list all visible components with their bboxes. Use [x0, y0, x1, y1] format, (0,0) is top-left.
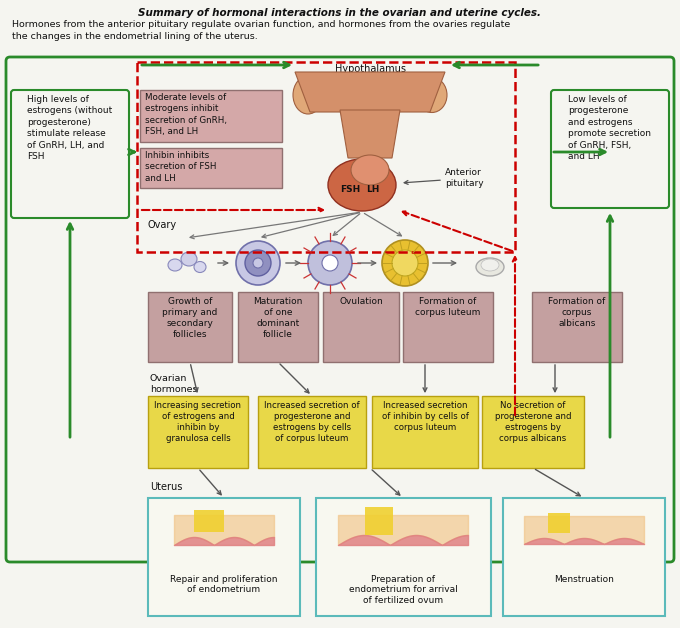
Ellipse shape — [194, 261, 206, 273]
Ellipse shape — [476, 258, 504, 276]
Text: No secretion of
progesterone and
estrogens by
corpus albicans: No secretion of progesterone and estroge… — [495, 401, 571, 443]
Bar — [482, 396, 584, 468]
Bar — [148, 498, 300, 616]
Ellipse shape — [293, 76, 323, 114]
Text: Increasing secretion
of estrogens and
inhibin by
granulosa cells: Increasing secretion of estrogens and in… — [154, 401, 241, 443]
Ellipse shape — [351, 155, 389, 185]
Bar — [194, 510, 224, 532]
Bar — [372, 396, 478, 468]
Circle shape — [236, 241, 280, 285]
Bar — [137, 62, 515, 252]
Text: Increased secretion
of inhibin by cells of
corpus luteum: Increased secretion of inhibin by cells … — [381, 401, 469, 432]
Bar — [140, 148, 282, 188]
Bar — [140, 90, 282, 142]
Text: Uterus: Uterus — [150, 482, 182, 492]
Text: Hypothalamus
GnRH: Hypothalamus GnRH — [335, 64, 405, 85]
Text: Anterior
pituitary: Anterior pituitary — [445, 168, 483, 188]
Ellipse shape — [181, 252, 197, 266]
Circle shape — [392, 250, 418, 276]
Circle shape — [308, 241, 352, 285]
Bar — [316, 498, 491, 616]
Polygon shape — [295, 72, 445, 112]
Bar — [258, 396, 366, 468]
Text: Increased secretion of
progesterone and
estrogens by cells
of corpus luteum: Increased secretion of progesterone and … — [265, 401, 360, 443]
Text: High levels of
estrogens (without
progesterone)
stimulate release
of GnRH, LH, a: High levels of estrogens (without proges… — [27, 95, 113, 161]
Ellipse shape — [168, 259, 182, 271]
Text: Maturation
of one
dominant
follicle: Maturation of one dominant follicle — [254, 297, 303, 339]
Text: Low levels of
progesterone
and estrogens
promote secretion
of GnRH, FSH,
and LH: Low levels of progesterone and estrogens… — [568, 95, 651, 161]
Text: Ovary: Ovary — [148, 220, 177, 230]
Text: Menstruation: Menstruation — [554, 575, 614, 584]
Bar — [403, 292, 493, 362]
Bar — [238, 292, 318, 362]
Bar — [365, 507, 393, 535]
Text: FSH: FSH — [340, 185, 360, 195]
Ellipse shape — [417, 77, 447, 112]
Text: Formation of
corpus luteum: Formation of corpus luteum — [415, 297, 481, 317]
Text: LH: LH — [367, 185, 379, 195]
Bar — [148, 292, 232, 362]
Text: Ovarian
hormones: Ovarian hormones — [150, 374, 197, 394]
Text: Repair and proliferation
of endometrium: Repair and proliferation of endometrium — [170, 575, 277, 594]
Text: Summary of hormonal interactions in the ovarian and uterine cycles.: Summary of hormonal interactions in the … — [139, 8, 541, 18]
Bar — [548, 513, 570, 533]
Bar — [532, 292, 622, 362]
Bar — [148, 396, 248, 468]
Text: Ovulation: Ovulation — [339, 297, 383, 306]
Circle shape — [253, 258, 263, 268]
Text: Formation of
corpus
albicans: Formation of corpus albicans — [548, 297, 606, 328]
Ellipse shape — [481, 259, 499, 271]
Bar — [503, 498, 665, 616]
Text: Hormones from the anterior pituitary regulate ovarian function, and hormones fro: Hormones from the anterior pituitary reg… — [12, 20, 510, 41]
Circle shape — [245, 250, 271, 276]
Circle shape — [322, 255, 338, 271]
Bar — [323, 292, 399, 362]
Circle shape — [382, 240, 428, 286]
Text: Moderate levels of
estrogens inhibit
secretion of GnRH,
FSH, and LH: Moderate levels of estrogens inhibit sec… — [145, 93, 227, 136]
Text: Preparation of
endometrium for arrival
of fertilized ovum: Preparation of endometrium for arrival o… — [349, 575, 458, 605]
Text: Inhibin inhibits
secretion of FSH
and LH: Inhibin inhibits secretion of FSH and LH — [145, 151, 216, 183]
Text: Growth of
primary and
secondary
follicles: Growth of primary and secondary follicle… — [163, 297, 218, 339]
Polygon shape — [340, 110, 400, 158]
Ellipse shape — [328, 159, 396, 211]
